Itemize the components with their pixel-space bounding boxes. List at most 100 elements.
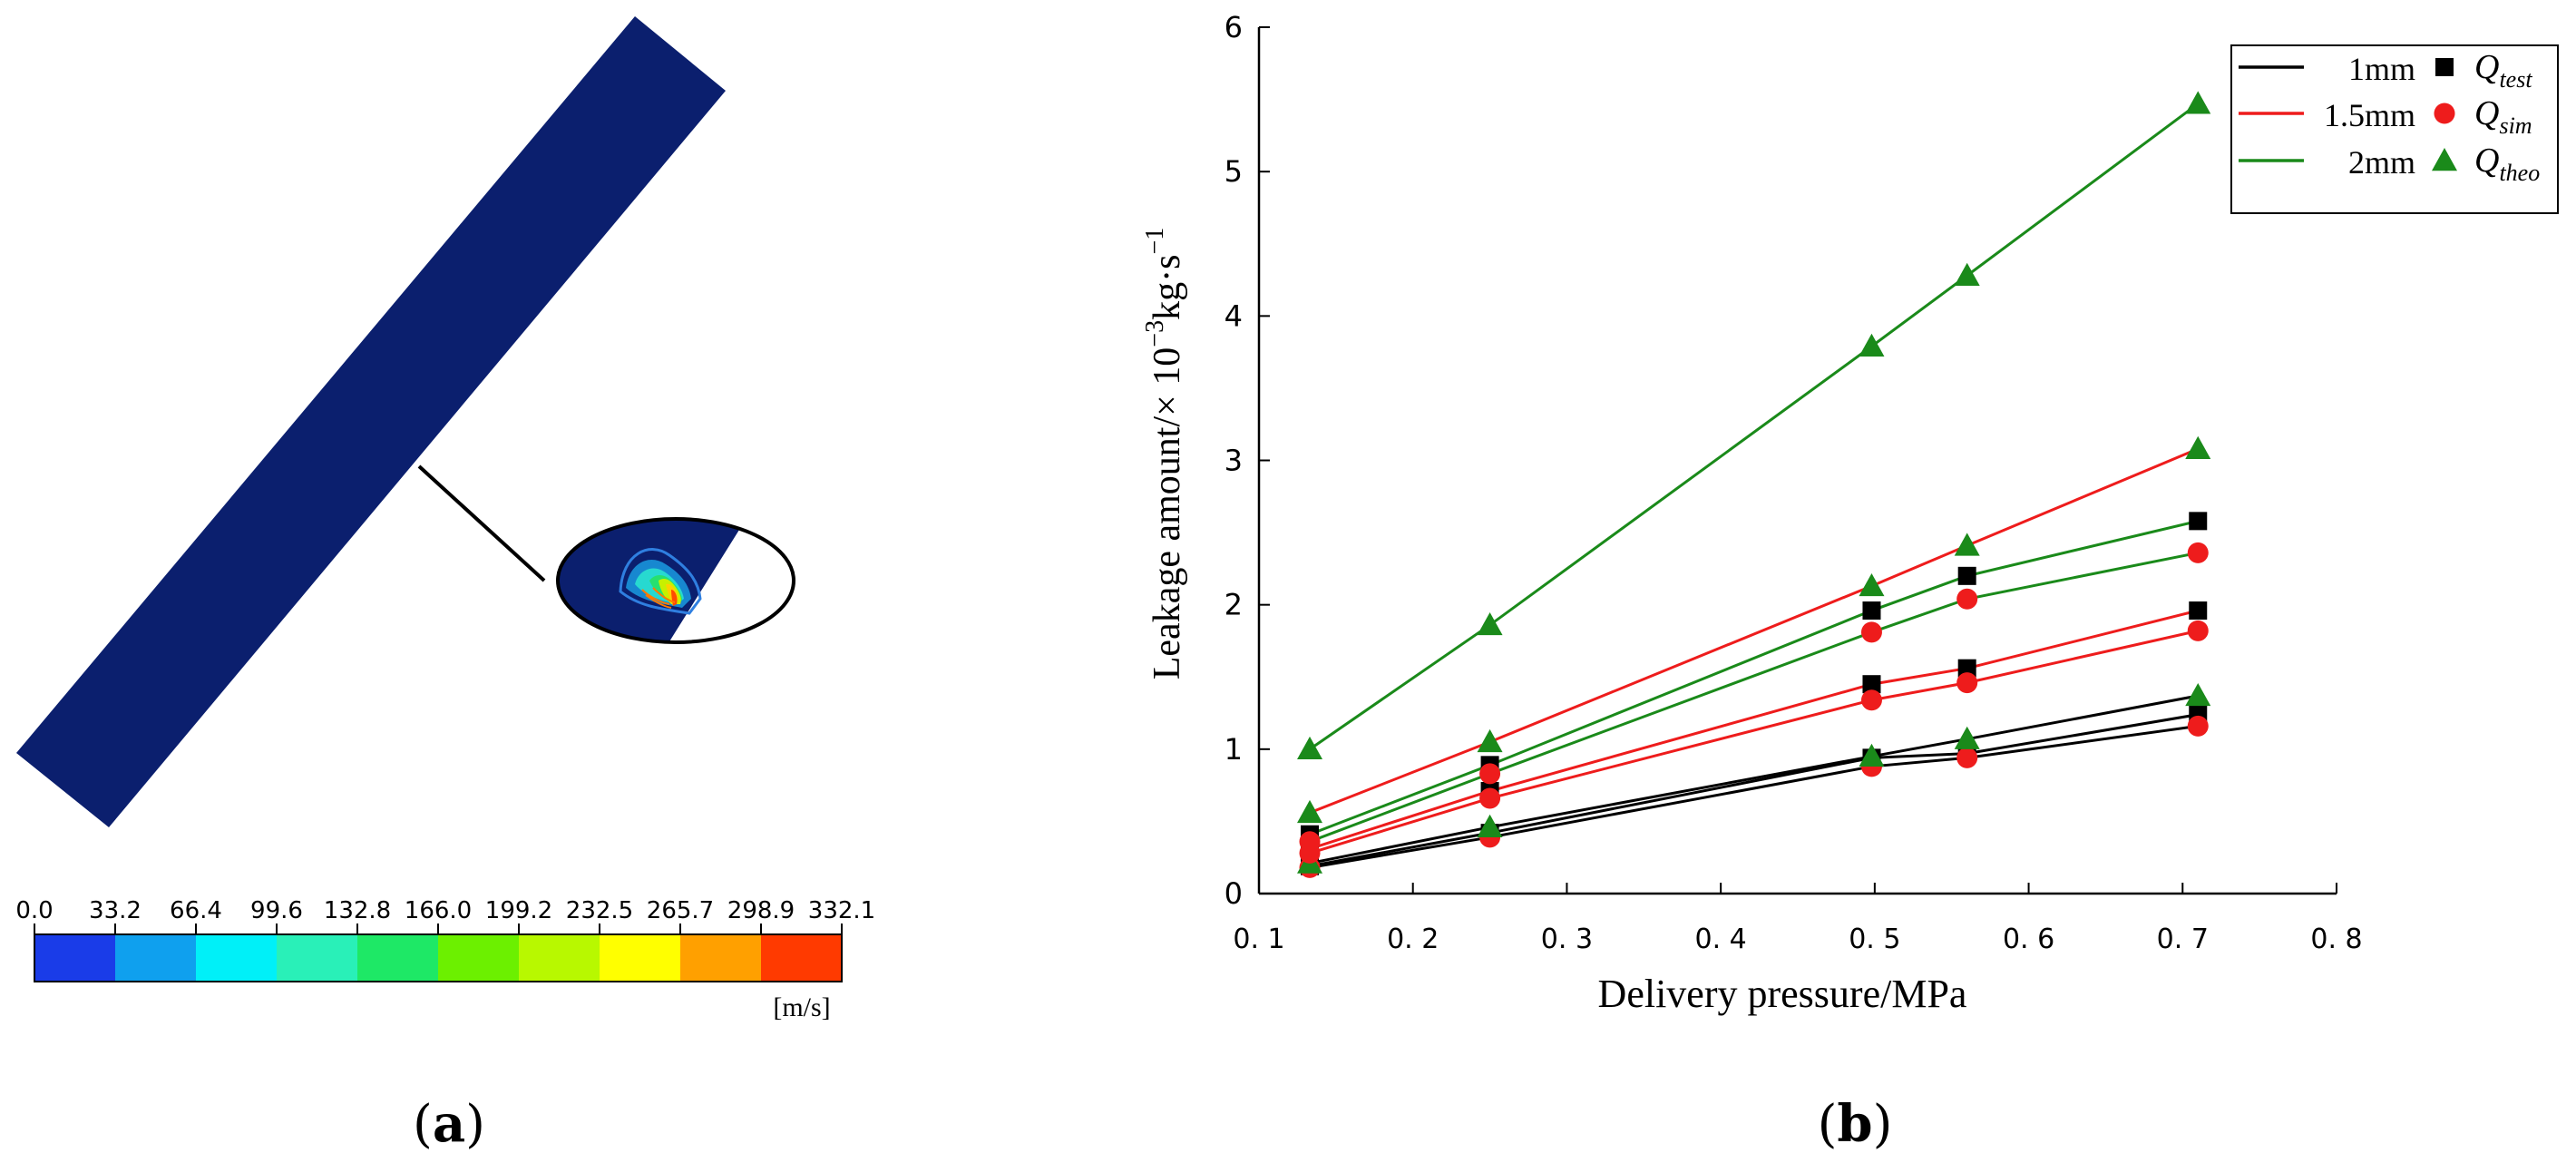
series-line — [1309, 551, 2199, 844]
legend-line-label: 2mm — [2348, 144, 2415, 181]
data-point-triangle — [2185, 682, 2211, 707]
data-point-triangle — [1297, 799, 1323, 824]
y-axis-title-main: Leakage amount/ — [1147, 416, 1188, 680]
legend-marker-symbol: Q — [2474, 142, 2499, 180]
data-point-square — [1957, 659, 1976, 678]
legend-marker-circle — [2434, 103, 2455, 124]
velocity-contours — [619, 548, 702, 615]
colorbar-tick-label: 99.6 — [250, 897, 303, 924]
legend-line-label: 1mm — [2348, 51, 2415, 87]
colorbar-tick-label: 298.9 — [727, 897, 795, 924]
data-point-triangle — [1859, 743, 1885, 767]
data-point-triangle — [1859, 333, 1885, 357]
colorbar-tick-label: 265.7 — [647, 897, 714, 924]
series-line — [1309, 629, 2199, 855]
data-point-triangle — [1954, 533, 1980, 556]
panel-b-label: (b) — [1818, 1094, 1893, 1154]
colorbar-tick-label: 199.2 — [485, 897, 552, 924]
y-axis-title-kg: kg·s — [1147, 255, 1188, 320]
legend-marker-subscript: test — [2499, 66, 2532, 93]
colorbar-tick-label: 166.0 — [405, 897, 472, 924]
colorbar-swatch — [438, 934, 520, 982]
colorbar-swatch — [519, 934, 600, 982]
colorbar-unit-label: [m/s] — [773, 992, 830, 1022]
y-tick-label: 5 — [1225, 154, 1243, 189]
colorbar-swatch — [115, 934, 197, 982]
zoom-leader-line — [417, 464, 546, 582]
colorbar-tick-label: 66.4 — [170, 897, 222, 924]
series-line — [1309, 694, 2199, 865]
data-point-square — [2189, 601, 2208, 621]
colorbar: 0.0 33.2 66.4 99.6 132.8 166.0 199.2 232.5 265.7… — [15, 897, 875, 982]
legend-marker-subscript: sim — [2499, 112, 2532, 139]
series-line — [1309, 103, 2200, 751]
data-point-triangle — [1859, 572, 1885, 597]
legend-box — [2230, 44, 2559, 214]
data-point-square — [1957, 566, 1976, 585]
legend-marker-square — [2435, 58, 2454, 76]
colorbar-swatch — [600, 934, 681, 982]
colorbar-tick-label: 332.1 — [808, 897, 875, 924]
x-tick-label: 0. 2 — [1387, 924, 1439, 955]
chart-axes: 0 1 2 3 4 5 6 0. 1 0. 2 0. 3 0. 4 0. 5 0. 6 0. 7 0. 8 — [1225, 10, 2363, 955]
colorbar-tick-label: 0.0 — [15, 897, 53, 924]
data-point-circle — [1479, 787, 1501, 809]
data-point-circle — [2187, 620, 2209, 641]
pipe-body — [16, 16, 726, 827]
series-markers — [1297, 91, 2211, 878]
y-axis-title-times: × 10 — [1147, 347, 1188, 416]
colorbar-swatch — [357, 934, 439, 982]
data-point-triangle — [1477, 728, 1503, 753]
data-point-square — [2189, 512, 2208, 531]
x-axis-title: Delivery pressure/MPa — [1598, 972, 1967, 1016]
data-point-circle — [1479, 763, 1501, 785]
data-point-circle — [1956, 747, 1978, 768]
colorbar-swatch — [34, 934, 116, 982]
data-point-triangle — [1954, 726, 1980, 749]
data-point-circle — [1299, 831, 1321, 853]
y-tick-label: 6 — [1225, 10, 1243, 44]
x-tick-label: 0. 4 — [1695, 924, 1747, 955]
legend-marker-symbol: Q — [2474, 94, 2499, 132]
legend-marker-label: Qtest — [2474, 48, 2532, 93]
zoom-inset — [556, 517, 795, 644]
y-tick-label: 1 — [1225, 732, 1243, 767]
data-point-circle — [2187, 542, 2209, 563]
legend-line-label: 1.5mm — [2324, 97, 2415, 133]
legend-marker-symbol: Q — [2474, 48, 2499, 86]
series-lines — [1309, 103, 2200, 869]
x-tick-label: 0. 6 — [2003, 924, 2054, 955]
data-point-square — [1862, 675, 1881, 694]
colorbar-swatch — [196, 934, 278, 982]
x-tick-label: 0. 7 — [2157, 924, 2209, 955]
panel-a: 0.0 33.2 66.4 99.6 132.8 166.0 199.2 232.5 265.7… — [15, 16, 875, 1154]
data-point-triangle — [1954, 262, 1980, 286]
y-axis-title-exp2: −1 — [1141, 228, 1169, 255]
legend-marker-subscript: theo — [2499, 160, 2540, 186]
data-point-circle — [1860, 689, 1882, 711]
legend-marker-label: Qsim — [2474, 94, 2532, 139]
x-tick-label: 0. 3 — [1541, 924, 1593, 955]
y-tick-label: 4 — [1225, 298, 1243, 333]
data-point-circle — [1956, 672, 1978, 694]
colorbar-tick-label: 232.5 — [566, 897, 633, 924]
data-point-triangle — [1297, 736, 1323, 760]
colorbar-tick-label: 132.8 — [324, 897, 391, 924]
colorbar-swatch — [680, 934, 762, 982]
data-point-triangle — [1477, 611, 1503, 636]
colorbar-tick-label: 33.2 — [89, 897, 141, 924]
y-tick-label: 2 — [1225, 588, 1243, 622]
data-point-circle — [2187, 715, 2209, 737]
data-point-triangle — [2185, 91, 2211, 114]
series-line — [1309, 724, 2199, 869]
data-point-triangle — [1477, 814, 1503, 837]
x-tick-label: 0. 1 — [1233, 924, 1284, 955]
data-point-square — [1862, 601, 1881, 621]
x-tick-label: 0. 8 — [2310, 924, 2362, 955]
data-point-circle — [1956, 588, 1978, 610]
x-tick-label: 0. 5 — [1849, 924, 1900, 955]
data-point-circle — [1860, 621, 1882, 643]
colorbar-swatch — [277, 934, 358, 982]
